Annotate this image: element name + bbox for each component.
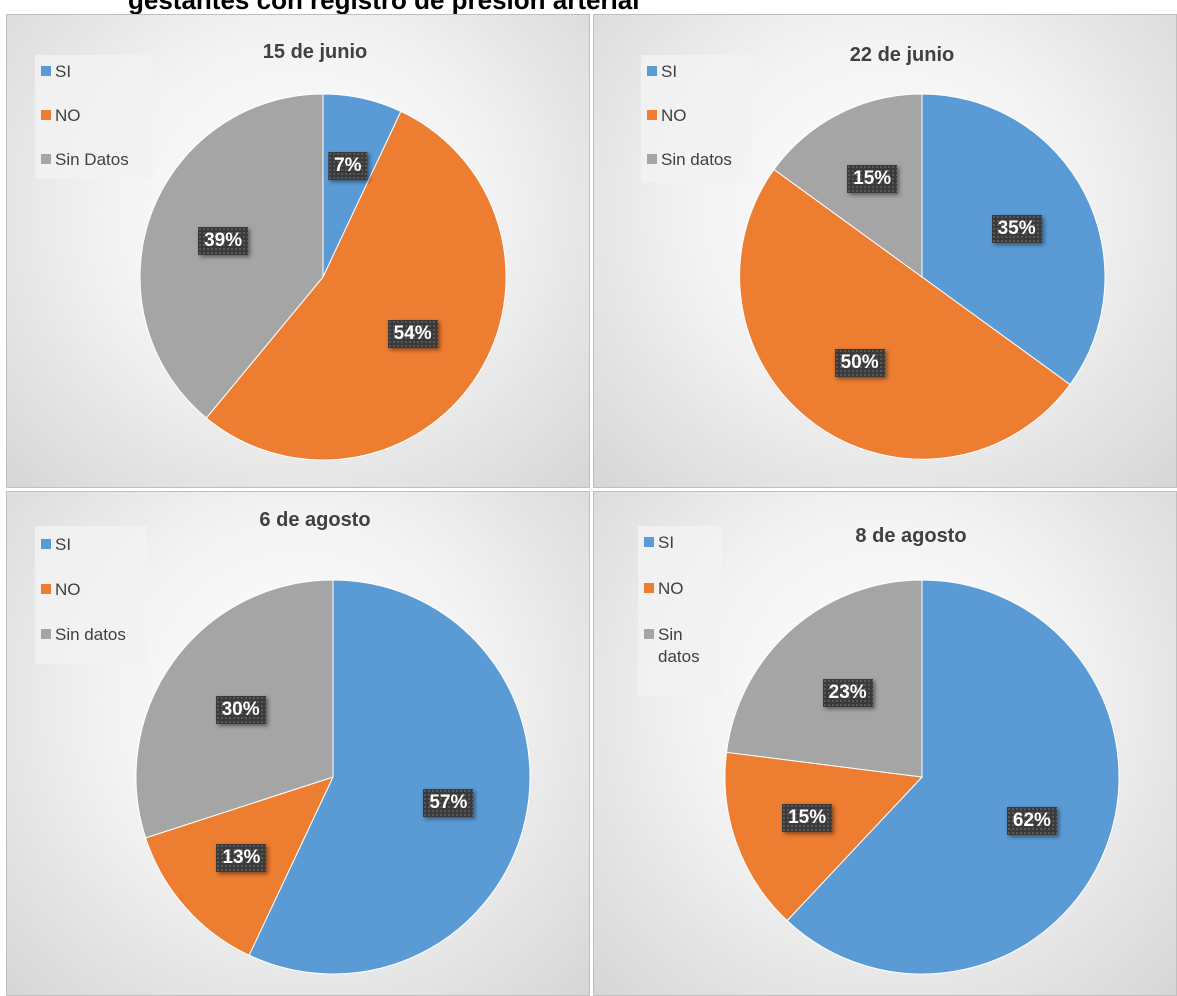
- legend-label: SI: [658, 533, 675, 552]
- legend-swatch: [647, 154, 657, 164]
- chart-legend: SI NO Sin Datos: [35, 55, 153, 179]
- legend-swatch: [41, 154, 51, 164]
- data-label-sin-datos: 23%: [822, 678, 873, 707]
- legend-item-no: NO: [41, 579, 143, 601]
- legend-swatch: [41, 539, 51, 549]
- legend-item-si: SI: [41, 61, 149, 83]
- pie-slice-no: [205, 110, 507, 461]
- pie-slice-si: [786, 579, 1120, 975]
- pie-slice-si: [248, 579, 531, 975]
- data-label-si: 62%: [1006, 806, 1057, 835]
- legend-item-si: SI: [644, 532, 718, 554]
- legend-swatch: [41, 629, 51, 639]
- data-label-si: 35%: [991, 214, 1042, 243]
- legend-item-si: SI: [41, 534, 143, 556]
- legend-item-si: SI: [647, 61, 747, 83]
- chart-legend: SI NO Sin datos: [641, 55, 751, 183]
- data-label-sin-datos: 30%: [215, 695, 266, 724]
- pie-slice-sin-datos: [725, 579, 923, 778]
- legend-item-sin-datos: Sin datos: [644, 624, 718, 668]
- data-label-sin-datos: 15%: [847, 165, 898, 194]
- data-label-no: 13%: [216, 843, 267, 872]
- legend-label: SI: [55, 535, 72, 554]
- legend-item-sin-datos: Sin datos: [41, 624, 143, 646]
- data-label-no: 15%: [782, 804, 833, 833]
- legend-label: NO: [658, 579, 684, 598]
- chart-panel-22-junio: 22 de junio SI NO Sin datos 35% 50% 15%: [593, 14, 1177, 488]
- chart-legend: SI NO Sin datos: [638, 526, 722, 696]
- pie-chart: [139, 93, 507, 461]
- page-heading-text: gestantes con registro de presión arteri…: [128, 0, 640, 14]
- pie-slice-sin-datos: [139, 93, 324, 419]
- chart-legend: SI NO Sin datos: [35, 526, 147, 664]
- legend-swatch: [647, 66, 657, 76]
- chart-title: 8 de agosto: [855, 525, 967, 547]
- legend-item-sin-datos: Sin Datos: [41, 149, 149, 171]
- legend-label: Sin datos: [55, 625, 126, 644]
- legend-swatch: [41, 584, 51, 594]
- chart-title: 15 de junio: [262, 41, 368, 63]
- page-heading: gestantes con registro de presión arteri…: [0, 0, 1177, 14]
- legend-swatch: [644, 537, 654, 547]
- legend-label: SI: [661, 62, 678, 81]
- data-label-no: 54%: [387, 319, 438, 348]
- data-label-si: 57%: [423, 788, 474, 817]
- legend-item-no: NO: [644, 578, 718, 600]
- data-label-no: 50%: [834, 348, 885, 377]
- chart-panel-8-agosto: 8 de agosto SI NO Sin datos 62% 15% 23%: [593, 491, 1177, 996]
- pie-slice-no: [724, 751, 924, 922]
- data-label-sin-datos: 39%: [198, 227, 249, 255]
- legend-item-sin-datos: Sin datos: [647, 149, 747, 171]
- data-label-si: 7%: [328, 152, 368, 181]
- legend-label: NO: [661, 106, 687, 125]
- legend-swatch: [644, 629, 654, 639]
- legend-item-no: NO: [41, 105, 149, 127]
- legend-label: NO: [55, 580, 81, 599]
- legend-label: SI: [55, 62, 72, 81]
- legend-swatch: [41, 110, 51, 120]
- pie-slice-no: [739, 168, 1071, 460]
- legend-label: Sin datos: [658, 625, 700, 666]
- chart-panel-15-junio: 15 de junio SI NO Sin Datos 7% 54% 39%: [6, 14, 590, 488]
- legend-label: NO: [55, 106, 81, 125]
- legend-label: Sin datos: [661, 150, 732, 169]
- chart-title: 22 de junio: [849, 44, 955, 66]
- legend-swatch: [644, 583, 654, 593]
- pie-chart: [724, 579, 1120, 975]
- legend-item-no: NO: [647, 105, 747, 127]
- chart-title: 6 de agosto: [259, 509, 371, 531]
- legend-label: Sin Datos: [55, 150, 129, 169]
- legend-swatch: [647, 110, 657, 120]
- chart-panel-6-agosto: 6 de agosto SI NO Sin datos 57% 13% 30%: [6, 491, 590, 996]
- legend-swatch: [41, 66, 51, 76]
